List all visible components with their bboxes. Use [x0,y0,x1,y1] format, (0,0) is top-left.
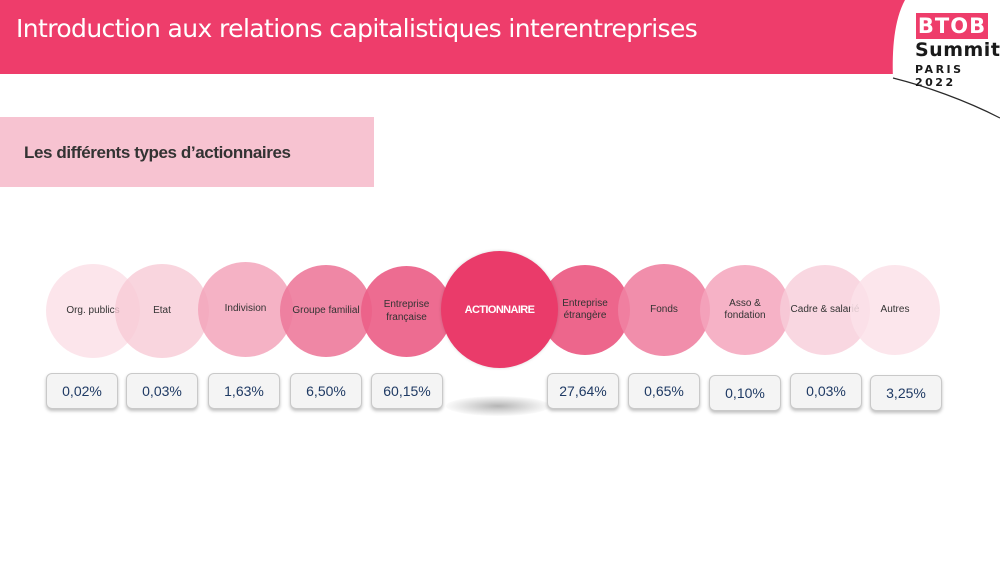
logo-summit: Summit [915,39,1000,61]
circle-label: Indivision [224,303,267,315]
logo-btob: BTOB [916,13,988,39]
section-subtitle: Les différents types d’actionnaires [24,143,291,162]
center-shadow [446,396,550,416]
circle-label: Fonds [650,303,678,315]
value-fonds: 0,65% [628,373,700,409]
circle-label: Etat [153,304,171,316]
value-autres: 3,25% [870,375,942,411]
value-entreprise-etrangere: 27,64% [547,373,619,409]
circle-asso-fondation: Asso & fondation [700,265,790,355]
circle-indivision: Indivision [198,262,293,357]
value-etat: 0,03% [126,373,198,409]
circle-autres: Autres [850,265,940,355]
header-bar: Introduction aux relations capitalistiqu… [0,0,1000,74]
circle-label: Entreprise française [383,299,430,323]
value-indivision: 1,63% [208,373,280,409]
value-entreprise-francaise: 60,15% [371,373,443,409]
value-groupe-familial: 6,50% [290,373,362,409]
circle-label: Asso & fondation [724,297,766,322]
circle-label: Org. publics [66,304,120,316]
value-cadre-salarie: 0,03% [790,373,862,409]
circle-label: Cadre & salarié [790,303,860,315]
circle-etat: Etat [115,264,209,358]
circle-groupe-familial: Groupe familial [280,265,372,357]
circle-label: Groupe familial [292,304,360,316]
logo-paris: PARIS 2022 [915,63,964,89]
page-title: Introduction aux relations capitalistiqu… [16,14,698,43]
center-circle-actionnaire: ACTIONNAIRE [441,251,558,368]
circle-label: Autres [880,303,910,315]
subtitle-box: Les différents types d’actionnaires [0,117,374,187]
circle-fonds: Fonds [618,264,710,356]
value-asso-fondation: 0,10% [709,375,781,411]
circle-label: Entreprise étrangère [562,297,608,322]
value-org-publics: 0,02% [46,373,118,409]
circle-entreprise-francaise: Entreprise française [361,266,452,357]
